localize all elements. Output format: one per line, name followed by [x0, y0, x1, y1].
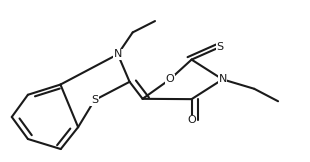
Text: N: N: [113, 49, 122, 59]
Text: N: N: [218, 74, 227, 84]
Text: S: S: [91, 95, 98, 105]
Text: O: O: [187, 115, 196, 125]
Text: S: S: [217, 42, 224, 52]
Text: O: O: [166, 74, 174, 84]
